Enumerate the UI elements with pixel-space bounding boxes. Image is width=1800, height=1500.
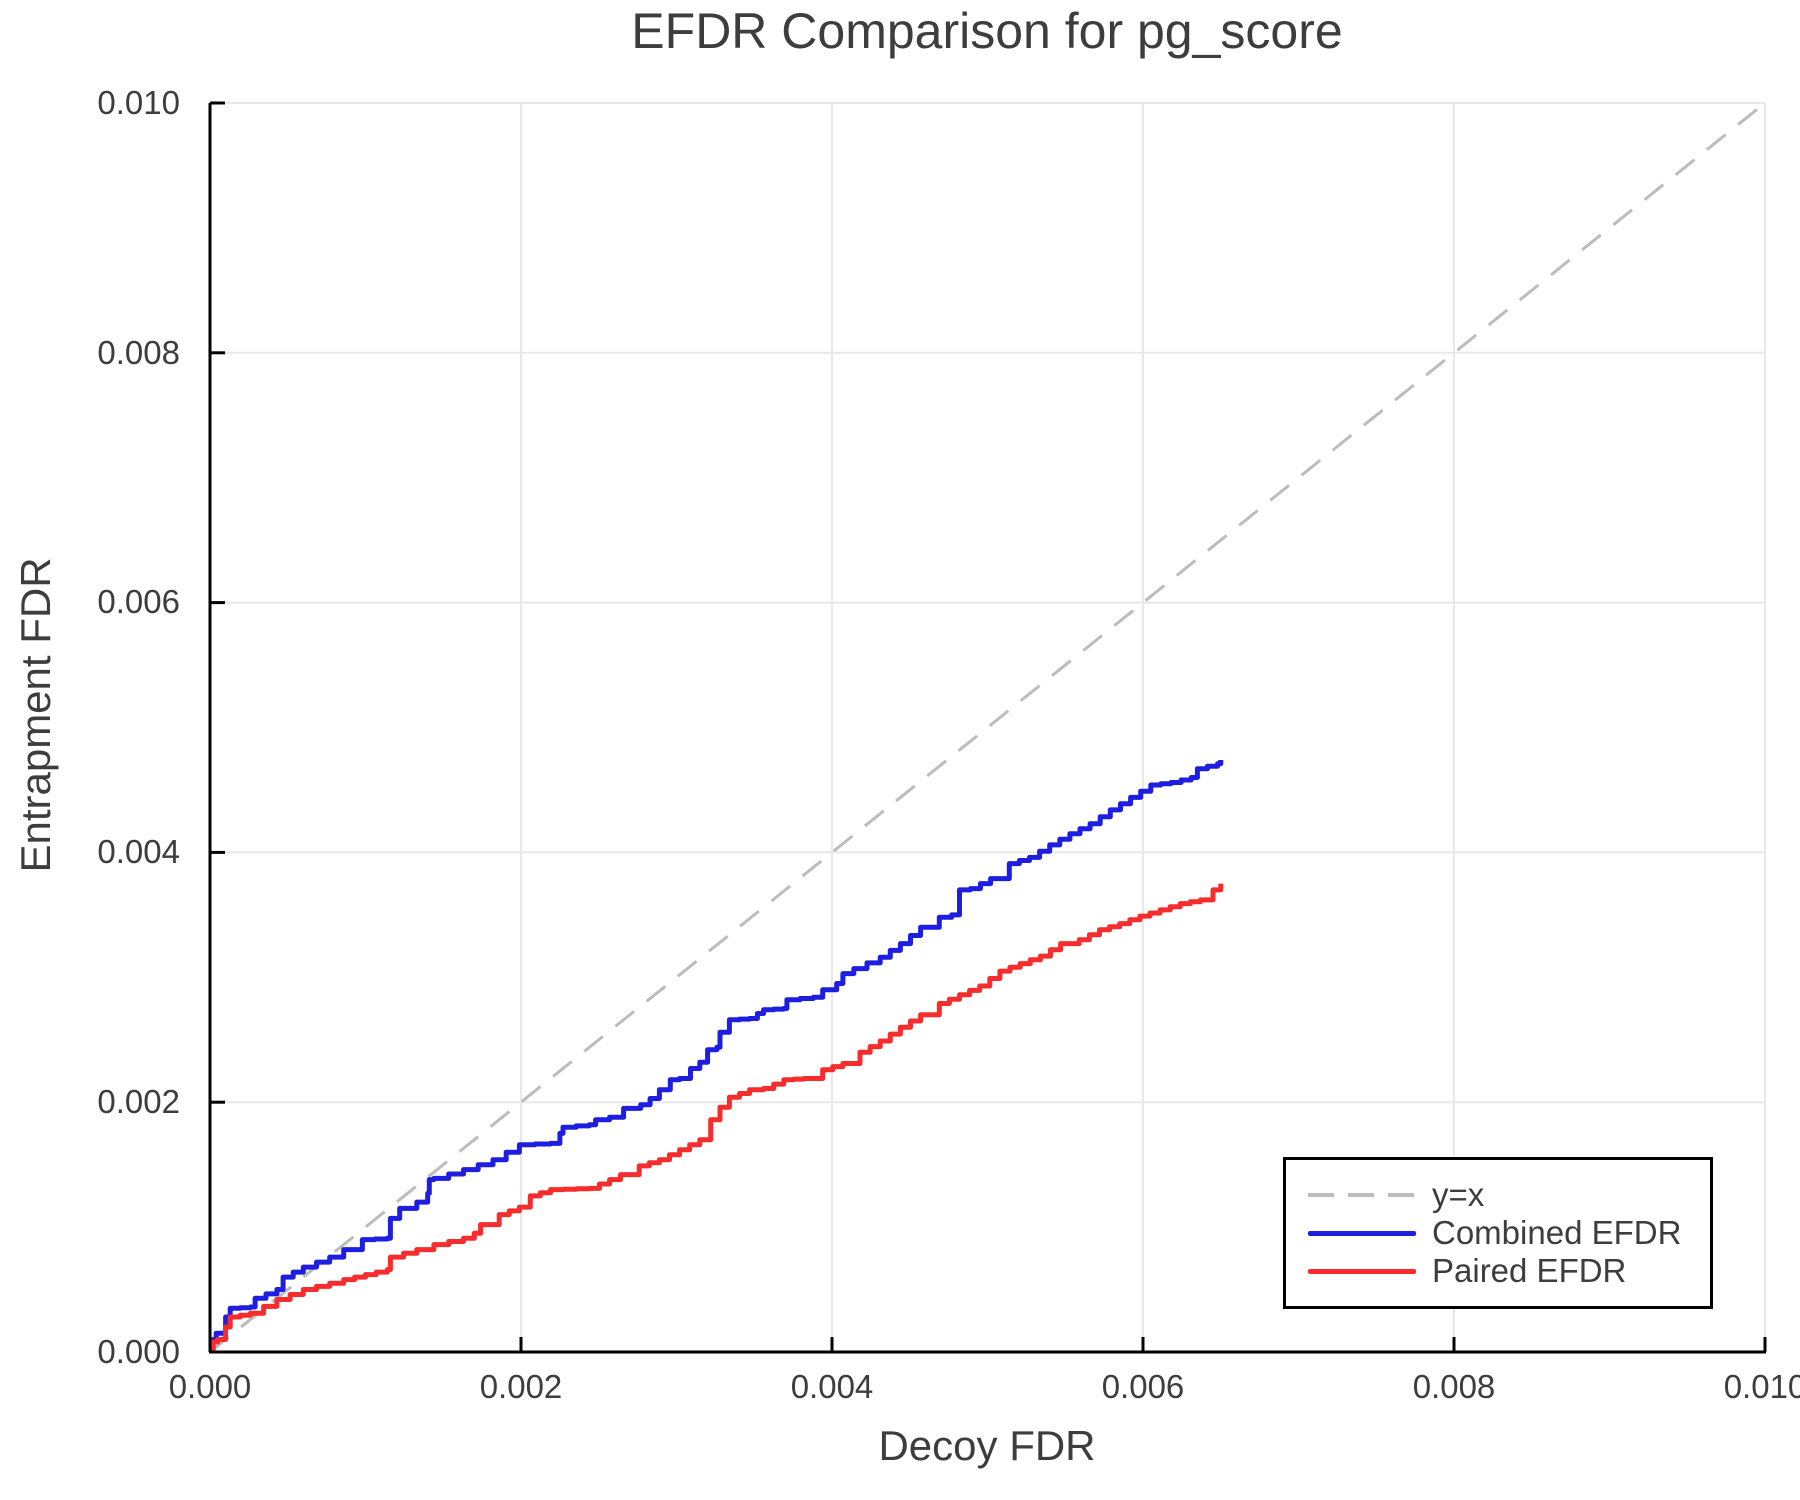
combined-line-swatch [1308, 1230, 1416, 1236]
y-tick-label-3: 0.006 [97, 583, 180, 620]
y-tick-label-5: 0.010 [97, 84, 180, 121]
legend-row-reference: y=x [1308, 1176, 1710, 1214]
x-tick-label-2: 0.004 [790, 1368, 874, 1405]
y-tick-label-0: 0.000 [97, 1333, 180, 1370]
legend-label-paired: Paired EFDR [1432, 1252, 1627, 1289]
legend-row-combined: Combined EFDR [1308, 1214, 1710, 1252]
x-axis-label: Decoy FDR [878, 1422, 1096, 1469]
series-path-combined-efdr [210, 760, 1224, 1352]
legend: y=x Combined EFDR Paired EFDR [1283, 1157, 1713, 1309]
x-tick-label-3: 0.006 [1101, 1368, 1185, 1405]
x-tick-label-1: 0.002 [479, 1368, 563, 1405]
paired-line-swatch [1308, 1268, 1416, 1274]
x-tick-label-0: 0.000 [168, 1368, 252, 1405]
y-tick-label-1: 0.002 [97, 1083, 180, 1120]
chart-title: EFDR Comparison for pg_score [631, 3, 1343, 59]
y-tick-label-2: 0.004 [97, 833, 180, 870]
legend-label-reference: y=x [1432, 1176, 1485, 1213]
legend-label-combined: Combined EFDR [1432, 1214, 1682, 1251]
x-tick-label-4: 0.008 [1412, 1368, 1496, 1405]
x-tick-label-5: 0.010 [1723, 1368, 1800, 1405]
legend-row-paired: Paired EFDR [1308, 1252, 1710, 1290]
series-path-paired-efdr [209, 883, 1224, 1354]
reference-line-y-equals-x [209, 101, 1766, 1354]
dashed-line-swatch [1308, 1193, 1416, 1197]
y-tick-label-4: 0.008 [97, 334, 180, 371]
